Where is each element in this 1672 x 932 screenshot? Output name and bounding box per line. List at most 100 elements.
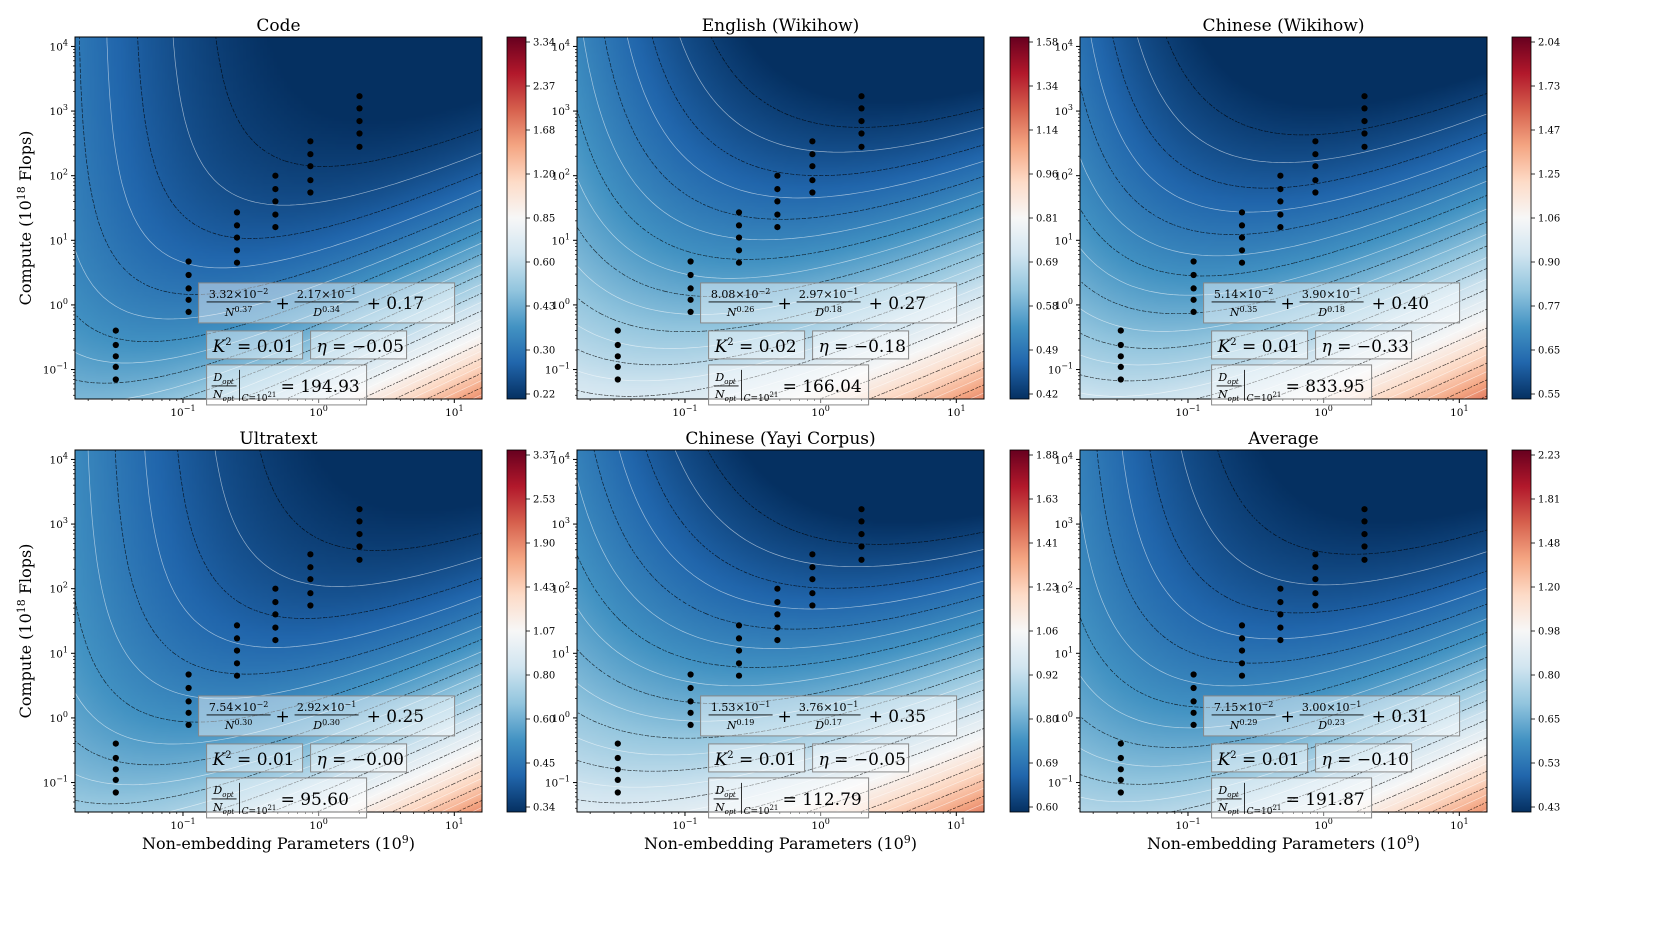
tick-exponent: 1 [63, 232, 68, 241]
tick-exponent: 3 [1068, 103, 1073, 112]
var-c: C [1247, 807, 1254, 817]
colorbar-tick-label: 0.80 [1538, 671, 1560, 682]
ylabel-end: Flops) [16, 131, 35, 187]
data-point [307, 590, 314, 597]
x-tick-label: 100 [309, 817, 327, 832]
fit-term-a-denominator: N0.30 [224, 718, 252, 732]
coef-b-exp: −1 [1350, 287, 1362, 296]
y-tick-label: 10−1 [545, 775, 570, 790]
data-point [1117, 353, 1124, 360]
tick-base: 10 [811, 820, 824, 832]
data-point [687, 271, 694, 279]
contour-lines-dark [74, 36, 483, 400]
tick-exponent: 4 [1068, 451, 1073, 460]
eta-box: η = −0.33 [1315, 330, 1413, 360]
data-point [774, 172, 781, 179]
fit-term-a-denominator: N0.19 [726, 718, 754, 732]
colorbar-tick-label: 0.90 [1538, 258, 1560, 269]
coef-a: 7.15 [1214, 701, 1239, 714]
tick-base: 10 [50, 171, 63, 183]
data-point [858, 518, 865, 525]
data-point [356, 518, 363, 525]
ratio-value: = 833.95 [1286, 377, 1365, 397]
plus-sign: + [1280, 707, 1294, 727]
data-point [858, 130, 865, 137]
data-point [1238, 660, 1246, 667]
xlabel-end: ) [409, 834, 415, 853]
data-point [1277, 611, 1284, 618]
eta-value: −0.33 [1357, 337, 1409, 357]
k2-box: K2 = 0.01 [206, 330, 304, 360]
exp-alpha: 0.26 [736, 305, 754, 314]
colorbar-tick-label: 1.14 [1036, 126, 1058, 137]
ratio-box-bg [206, 777, 368, 819]
panel-title: Ultratext [239, 429, 317, 449]
data-point [687, 258, 694, 265]
y-tick-label: 102 [50, 168, 68, 183]
data-point [185, 671, 192, 678]
xlabel-main: Non-embedding Parameters (10 [644, 834, 904, 853]
colorbar-tick-label: 0.42 [1036, 390, 1058, 401]
y-tick-label: 102 [1055, 168, 1073, 183]
times-ten: ×10 [1326, 701, 1349, 714]
tick-exponent: 1 [960, 817, 965, 826]
equals: = [327, 750, 352, 770]
fit-term-a-numerator: 3.32×10−2 [209, 287, 269, 301]
x-tick-label: 10−1 [672, 404, 697, 419]
data-point [272, 624, 279, 631]
y-tick-label: 100 [1055, 297, 1073, 312]
data-point [687, 698, 694, 705]
data-point [185, 684, 192, 692]
equals: = [281, 790, 301, 810]
plus-sign: + [869, 294, 889, 314]
ylabel-sup: 18 [15, 186, 28, 200]
fit-term-a-numerator: 5.14×10−2 [1214, 287, 1274, 301]
var-eta: η [317, 750, 328, 770]
plot-frame [74, 36, 483, 400]
data-point [774, 624, 781, 631]
ratio-denominator: Nopt [212, 801, 234, 816]
data-point [858, 506, 865, 513]
data-point [1277, 224, 1284, 231]
data-point [1312, 590, 1319, 597]
fit-term-a-denominator: N0.29 [1229, 718, 1257, 732]
colorbar-tick-label: 1.47 [1538, 126, 1560, 137]
ratio-denominator: Nopt [212, 388, 234, 403]
xlabel-sup: 9 [1407, 833, 1414, 846]
colorbar-tick-label: 0.80 [1036, 715, 1058, 726]
data-point [1312, 189, 1319, 196]
tick-base: 10 [43, 365, 56, 377]
data-point [1190, 285, 1197, 292]
data-point [356, 118, 363, 125]
data-point [307, 163, 314, 170]
equals: = [1237, 337, 1262, 357]
y-tick-label: 101 [552, 645, 570, 660]
data-point [356, 506, 363, 513]
tick-base: 10 [1175, 820, 1188, 832]
exp-beta: 0.23 [1327, 718, 1345, 727]
fit-term-b-denominator: D0.23 [1317, 718, 1345, 732]
tick-base: 10 [1314, 820, 1327, 832]
data-point [1312, 576, 1319, 583]
tick-exponent: 4 [63, 38, 68, 47]
ratio-numerator: Dopt [1217, 371, 1239, 386]
plot-frame [74, 449, 483, 813]
exp-alpha: 0.35 [1239, 305, 1257, 314]
tick-base: 10 [552, 171, 565, 183]
y-tick-label: 10−1 [1048, 775, 1073, 790]
fit-term-b-numerator: 3.76×10−1 [799, 700, 859, 714]
var-n: N [714, 388, 725, 401]
tick-base: 10 [50, 106, 63, 118]
data-point [858, 105, 865, 112]
tick-exponent: 1 [565, 645, 570, 654]
data-point [1277, 585, 1284, 592]
exp-alpha: 0.30 [234, 718, 252, 727]
data-point [233, 209, 241, 216]
data-point [356, 130, 363, 137]
data-point [307, 602, 314, 609]
y-tick-label: 100 [50, 710, 68, 725]
ratio-box-bg [1211, 777, 1373, 819]
colorbar-tick-label: 1.43 [533, 583, 555, 594]
